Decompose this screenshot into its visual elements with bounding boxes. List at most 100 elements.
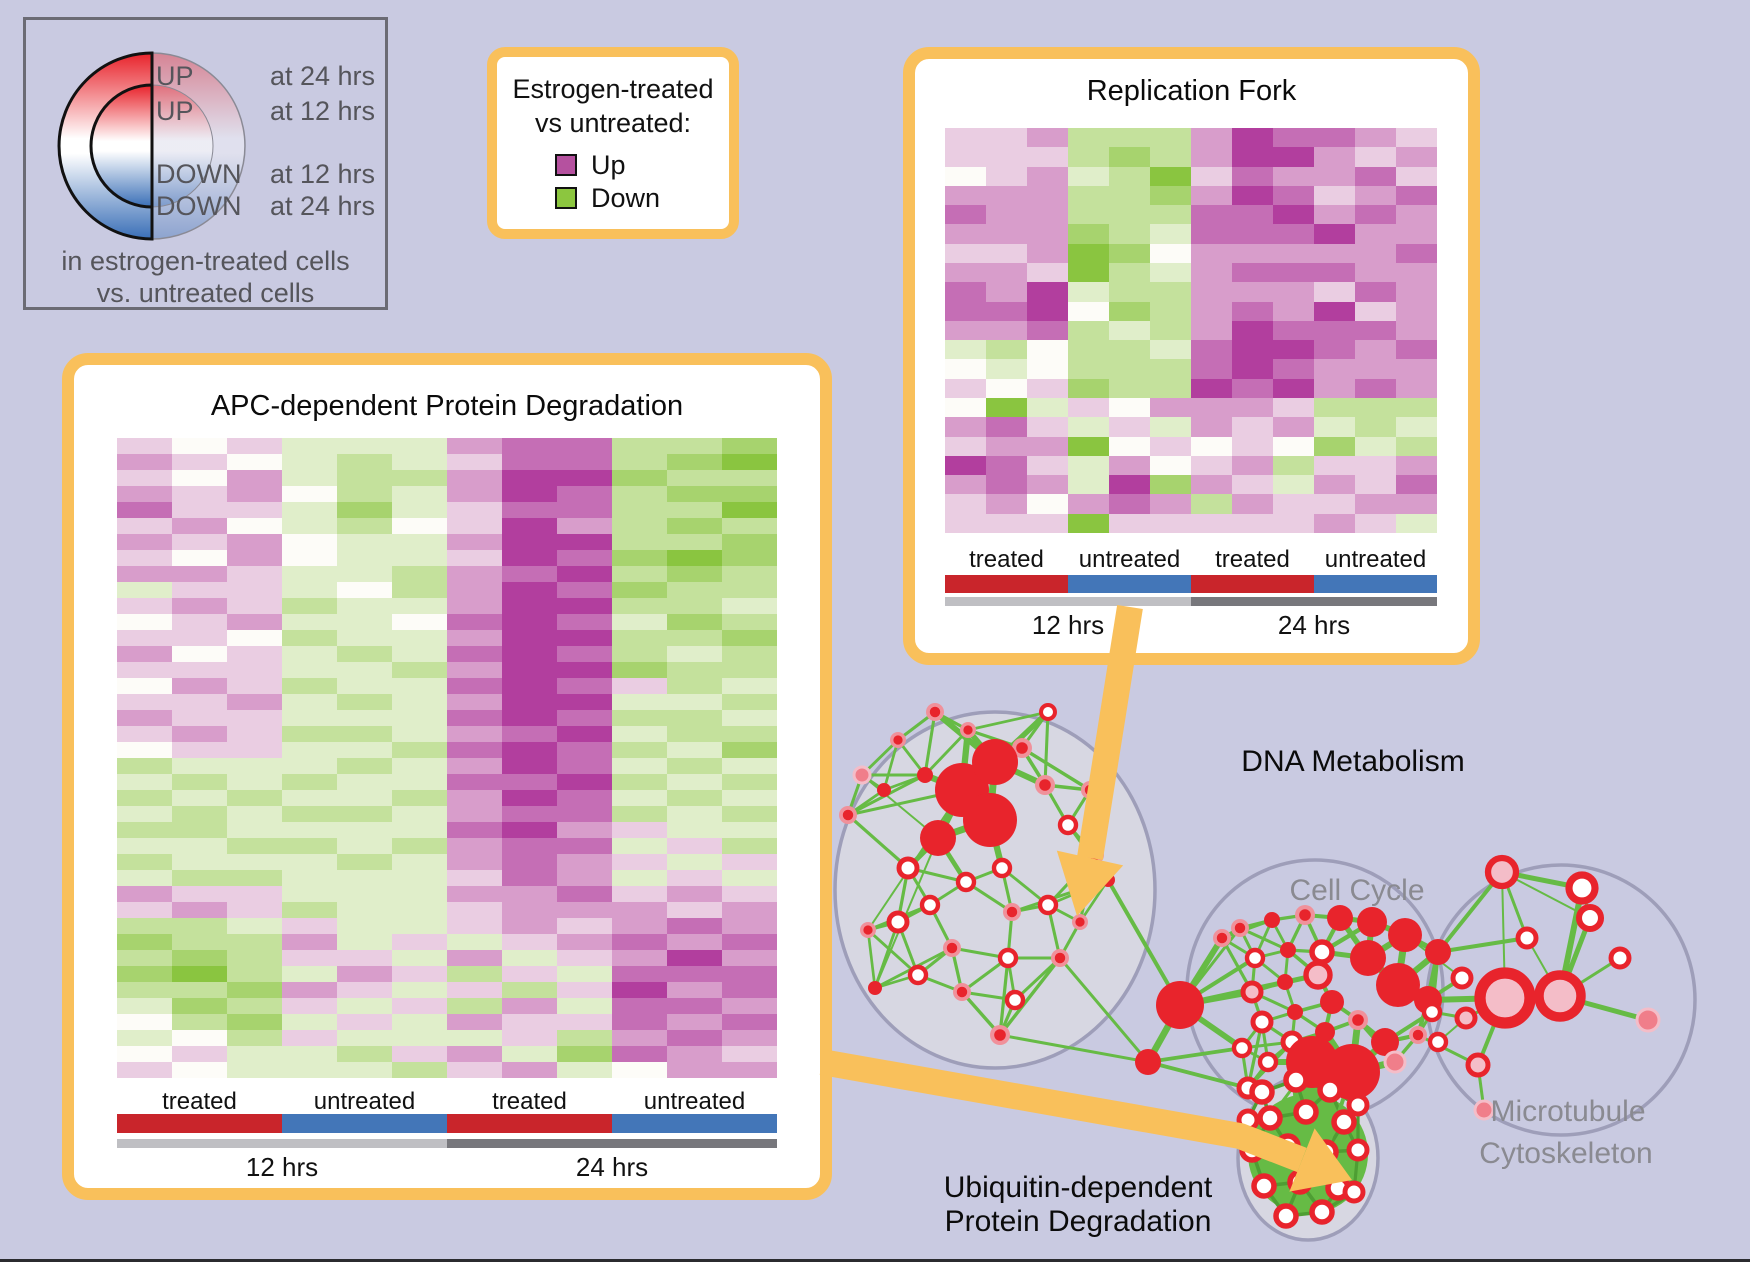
heatmap-cell [1232, 282, 1273, 302]
heatmap-cell [722, 1062, 777, 1078]
heatmap-cell [502, 806, 557, 822]
heatmap-cell [282, 870, 337, 886]
heatmap-cell [722, 694, 777, 710]
heatmap-cell [1068, 417, 1109, 437]
legend-item-up: Up [555, 149, 729, 182]
network-edge [1043, 711, 1050, 786]
heatmap-cell [667, 806, 722, 822]
heatmap-cell [722, 678, 777, 694]
heatmap-cell [612, 582, 667, 598]
updown-title-line1: Estrogen-treated [512, 74, 714, 104]
heatmap-cell [986, 378, 1027, 398]
heatmap-cell [1027, 224, 1068, 244]
heatmap-cell [1027, 243, 1068, 263]
heatmap-cell [1027, 128, 1068, 148]
heatmap-cell [392, 758, 447, 774]
heatmap-cell [1355, 436, 1396, 456]
heatmap-cell [1396, 378, 1437, 398]
heatmap-cell [1027, 436, 1068, 456]
heatmap-cell [1355, 398, 1396, 418]
heatmap-cell [282, 630, 337, 646]
network-node [972, 739, 1018, 785]
heatmap-cell [667, 854, 722, 870]
heatmap-cell [502, 454, 557, 470]
network-node [955, 871, 977, 893]
heatmap-cell [1355, 494, 1396, 514]
heatmap-cell [282, 854, 337, 870]
heatmap-cell [392, 1030, 447, 1046]
heatmap-cell [282, 1062, 337, 1078]
network-node-core [842, 809, 854, 821]
heatmap-cell [1232, 398, 1273, 418]
heatmap-cell [172, 534, 227, 550]
sample-group-label: treated [162, 1088, 237, 1115]
heatmap-cell [557, 566, 612, 582]
ring-legend-caption-2: vs. untreated cells [96, 278, 315, 308]
heatmap-cell [1068, 359, 1109, 379]
network-node [1331, 1109, 1357, 1135]
heatmap-cell [1109, 455, 1150, 476]
heatmap-cell [392, 582, 447, 598]
network-node-core [863, 925, 873, 935]
heatmap-cell [502, 614, 557, 630]
heatmap-cell [447, 534, 502, 550]
network-node [1565, 871, 1599, 905]
heatmap-cell [447, 758, 502, 774]
heatmap-cell [667, 486, 722, 502]
network-node [1342, 1180, 1366, 1204]
heatmap-cell [1232, 224, 1273, 244]
heatmap-cell [172, 950, 227, 966]
heatmap-cell [722, 534, 777, 550]
network-node-core [946, 942, 958, 954]
heatmap-cell [1355, 224, 1396, 244]
heatmap-cell [447, 614, 502, 630]
heatmap-cell [337, 902, 392, 918]
heatmap-cell [227, 566, 282, 582]
heatmap-cell [282, 454, 337, 470]
heatmap-cell [1273, 263, 1314, 283]
heatmap-cell [392, 726, 447, 742]
heatmap-cell [227, 950, 282, 966]
heatmap-cell [117, 678, 172, 694]
ring-legend-caption-1: in estrogen-treated cells [61, 246, 350, 276]
heatmap-cell [447, 998, 502, 1014]
heatmap-cell [1314, 513, 1355, 533]
network-edge [1147, 1046, 1243, 1064]
heatmap-cell [447, 886, 502, 902]
heatmap-cell [1068, 185, 1109, 206]
heatmap-cell [1150, 205, 1191, 225]
heatmap-cell [1068, 320, 1109, 341]
network-node [1313, 1139, 1339, 1165]
heatmap-cell [557, 934, 612, 950]
heatmap-cell [1314, 494, 1355, 514]
heatmap-cell [612, 1046, 667, 1062]
heatmap-cell [337, 918, 392, 934]
heatmap-cell [1396, 128, 1437, 148]
network-edge [967, 710, 1049, 732]
heatmap-cell [172, 1046, 227, 1062]
heatmap-cell [1314, 185, 1355, 206]
time-group-label: 24 hrs [575, 1152, 649, 1182]
network-node [1450, 966, 1474, 990]
heatmap-cell [502, 518, 557, 534]
heatmap-cell [1191, 494, 1232, 514]
heatmap-cell [337, 774, 392, 790]
heatmap-cell [172, 918, 227, 934]
heatmap-cell [282, 486, 337, 502]
heatmap-cell [1027, 513, 1068, 533]
heatmap-cell [282, 822, 337, 838]
heatmap-cell [447, 470, 502, 486]
treated-bar [945, 575, 1068, 593]
heatmap-cell [1273, 320, 1314, 341]
heatmap-cell [1191, 359, 1232, 379]
heatmap-cell [172, 454, 227, 470]
heatmap-cell [447, 1062, 502, 1078]
heatmap-cell [612, 486, 667, 502]
heatmap-cell [1109, 185, 1150, 206]
network-node [1257, 1105, 1283, 1131]
network-node-core [893, 735, 903, 745]
heatmap-cell [502, 662, 557, 678]
heatmap-cell [667, 870, 722, 886]
heatmap-cell [1232, 475, 1273, 495]
heatmap-cell [1027, 263, 1068, 283]
